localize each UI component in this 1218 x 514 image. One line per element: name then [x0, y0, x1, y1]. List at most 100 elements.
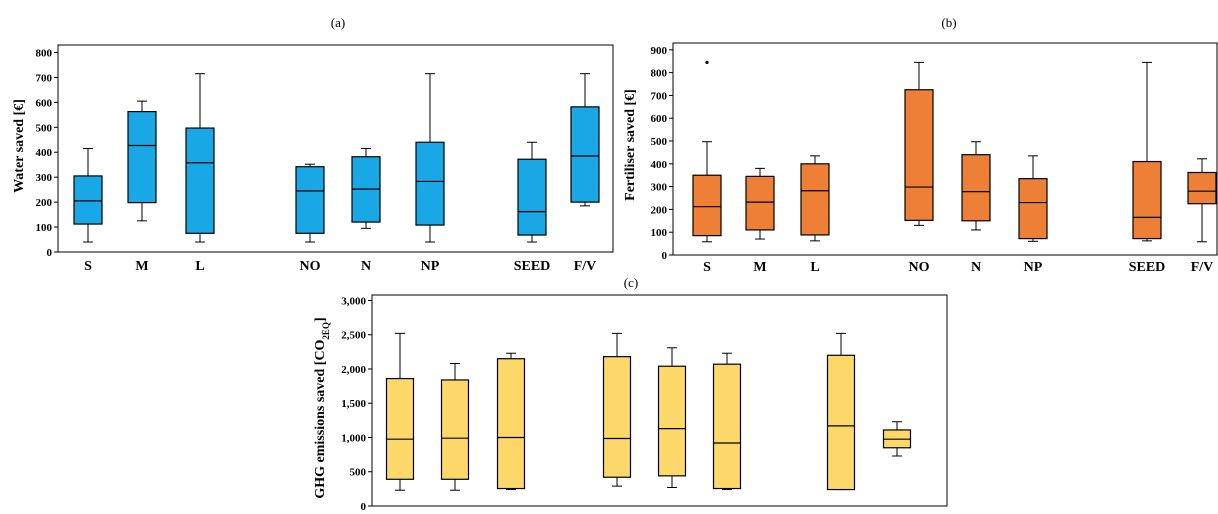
- boxplot-no: [602, 332, 632, 487]
- y-tick-label: 200: [651, 204, 668, 216]
- box-iqr: [602, 356, 632, 478]
- y-tick-label: 2,500: [341, 330, 366, 342]
- boxplot-n: [351, 148, 381, 229]
- boxplot-s: [73, 148, 103, 243]
- box-iqr: [73, 175, 103, 225]
- box-iqr: [800, 163, 830, 236]
- y-tick-label: 500: [36, 122, 53, 134]
- boxplot-m: [745, 167, 775, 240]
- box-iqr: [496, 358, 526, 490]
- water-saved-chart: (a) Water saved [€] 0 100 200 300 400 500 600 7…: [12, 15, 614, 274]
- boxplots: [73, 73, 600, 243]
- x-tick-label: M: [135, 259, 148, 274]
- box-iqr: [657, 365, 687, 477]
- y-tick-label: 800: [651, 68, 668, 80]
- x-tick-label: NO: [909, 260, 930, 275]
- box-iqr: [440, 379, 470, 480]
- y-tick-label: 600: [36, 97, 53, 109]
- x-tick-label: SEED: [514, 259, 551, 274]
- x-tick-label: NP: [1024, 260, 1043, 275]
- y-tick-label: 400: [651, 159, 668, 171]
- x-ticks: S M L NO N NP SEED F/V: [703, 260, 1213, 275]
- y-tick-label: 800: [36, 47, 53, 59]
- y-tick-label: 300: [651, 182, 668, 194]
- x-tick-label: S: [703, 260, 711, 275]
- x-tick-label: L: [810, 260, 819, 275]
- box-iqr: [295, 166, 325, 234]
- y-tick-label: 500: [651, 136, 668, 148]
- boxplot-n: [657, 347, 687, 489]
- box-iqr: [1187, 171, 1217, 205]
- plot-frame: [57, 44, 614, 253]
- y-label-main: GHG emissions saved [CO: [313, 339, 328, 498]
- y-tick-label: 300: [36, 172, 53, 184]
- x-tick-label: S: [84, 259, 92, 274]
- x-ticks: S M L NO N NP SEED F/V: [396, 512, 908, 514]
- x-tick-label: F/V: [574, 259, 597, 274]
- y-tick-label: 0: [361, 501, 367, 513]
- y-axis-label: Fertiliser saved [€]: [623, 89, 638, 201]
- y-tick-label: 400: [36, 147, 53, 159]
- boxplot-seed: [826, 332, 856, 491]
- box-iqr: [385, 377, 415, 480]
- x-tick-label: NO: [300, 259, 321, 274]
- panel-label: (b): [941, 15, 956, 30]
- box-iqr: [517, 158, 547, 236]
- y-axis-label: GHG emissions saved [CO2EQ]: [313, 317, 331, 498]
- y-tick-label: 900: [651, 45, 668, 57]
- boxplot-s: [385, 332, 415, 491]
- boxplot-m: [127, 100, 157, 222]
- y-tick-label: 700: [651, 90, 668, 102]
- box-iqr: [1132, 160, 1162, 240]
- ghg-emissions-saved-chart: (c) GHG emissions saved [CO2EQ] 0 500 1,00…: [313, 275, 948, 514]
- y-tick-label: 0: [47, 247, 53, 259]
- boxplot-f-v: [882, 421, 912, 457]
- x-tick-label: NO: [607, 512, 628, 514]
- y-tick-label: 200: [36, 197, 53, 209]
- box-iqr: [745, 175, 775, 231]
- plot-frame: [371, 294, 948, 507]
- x-tick-label: SEED: [823, 512, 860, 514]
- boxplot-np: [1018, 155, 1048, 242]
- x-tick-label: F/V: [1191, 260, 1214, 275]
- x-tick-label: L: [195, 259, 204, 274]
- box-iqr: [185, 127, 215, 234]
- boxplot-seed: [1132, 61, 1162, 242]
- boxplot-seed: [517, 141, 547, 243]
- boxplot-m: [440, 363, 470, 491]
- y-axis-label: Water saved [€]: [12, 99, 27, 193]
- panel-label: (a): [331, 15, 345, 30]
- x-tick-label: M: [448, 512, 461, 514]
- fertiliser-saved-chart: (b) Fertiliser saved [€] 0 100 200 300 400 50…: [623, 15, 1218, 275]
- y-label-end: ]: [313, 317, 328, 322]
- boxplot-no: [295, 163, 325, 243]
- x-tick-label: M: [753, 260, 766, 275]
- box-iqr: [1018, 178, 1048, 240]
- y-tick-label: 1,000: [341, 432, 366, 444]
- y-tick-label: 0: [662, 250, 668, 262]
- box-iqr: [712, 363, 742, 490]
- y-tick-label: 100: [651, 227, 668, 239]
- x-tick-label: F/V: [886, 512, 909, 514]
- panel-label: (c): [624, 275, 638, 290]
- x-ticks: S M L NO N NP SEED F/V: [84, 259, 596, 274]
- x-tick-label: L: [506, 512, 515, 514]
- x-tick-label: N: [361, 259, 371, 274]
- boxplot-l: [496, 352, 526, 491]
- y-ticks: 0 500 1,000 1,500 2,000 2,500 3,000: [341, 295, 372, 513]
- boxplot-n: [961, 141, 991, 231]
- y-tick-label: 1,500: [341, 398, 366, 410]
- boxplots: [385, 332, 912, 491]
- boxplot-f-v: [570, 73, 600, 207]
- y-ticks: 0 100 200 300 400 500 600 700 800: [36, 47, 58, 259]
- x-tick-label: SEED: [1129, 260, 1166, 275]
- box-iqr: [826, 354, 856, 491]
- y-tick-label: 700: [36, 72, 53, 84]
- box-iqr: [127, 110, 157, 204]
- y-ticks: 0 100 200 300 400 500 600 700 800 900: [651, 45, 673, 262]
- boxplot-np: [415, 73, 445, 243]
- y-label-sub: 2EQ: [321, 322, 331, 340]
- y-tick-label: 100: [36, 222, 53, 234]
- y-tick-label: 3,000: [341, 295, 366, 307]
- y-tick-label: 500: [350, 467, 367, 479]
